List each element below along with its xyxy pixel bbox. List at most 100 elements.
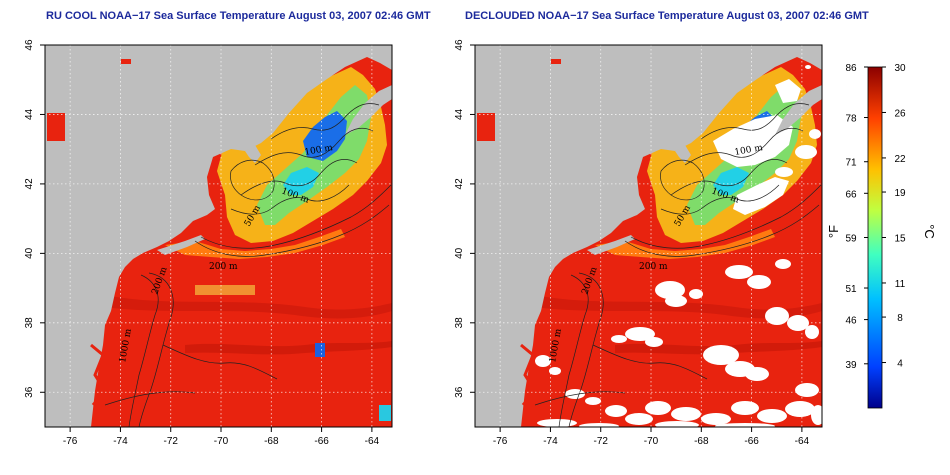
depth-contour: [254, 127, 374, 166]
latitude-tick-label: 44: [454, 108, 465, 120]
fahrenheit-tick-label: 39: [845, 360, 857, 371]
cloud-mask: [605, 405, 627, 417]
fahrenheit-tick-label: 51: [845, 284, 857, 295]
celsius-tick-label: 30: [894, 63, 906, 74]
land-mass: [775, 85, 822, 135]
cloud-mask: [733, 177, 789, 215]
colorbar-gradient: [867, 66, 883, 409]
cloud-mask: [809, 129, 821, 139]
right-map-title: DECLOUDED NOAA−17 Sea Surface Temperatur…: [465, 10, 869, 22]
land-mass: [675, 145, 691, 163]
longitude-tick-label: -68: [694, 436, 709, 447]
fahrenheit-tick-label: 71: [845, 158, 857, 169]
warm-eddy-band: [105, 295, 392, 319]
contour-label: 200 m: [639, 262, 668, 272]
cloud-mask: [579, 423, 619, 427]
fahrenheit-unit-label: °F: [826, 225, 841, 238]
longitude-tick-label: -74: [113, 436, 128, 447]
shelf-water: [595, 229, 775, 259]
temperature-colorbar: 30 26 22 19 15 11 8 4 86 78 71 66 59 51 46 39 °F °C: [826, 63, 937, 409]
cloud-mask: [625, 327, 655, 341]
cloud-mask: [671, 407, 701, 421]
cloud-mask: [537, 419, 577, 427]
fahrenheit-tick-label: 78: [845, 114, 857, 125]
latitude-tick-label: 40: [24, 247, 35, 259]
cloud-mask: [747, 275, 771, 289]
cloud-mask: [655, 281, 685, 299]
bay-inlet: [520, 343, 537, 406]
left-map-title: RU COOL NOAA−17 Sea Surface Temperature …: [46, 10, 431, 22]
celsius-tick-label: 4: [897, 359, 903, 370]
cloud-mask: [785, 401, 815, 417]
depth-contour: [230, 159, 275, 201]
latitude-tick-label: 42: [24, 178, 35, 190]
latitude-tick-label: 36: [24, 386, 35, 398]
depth-contour: [624, 204, 820, 257]
longitude-tick-label: -76: [493, 436, 508, 447]
cloud-mask: [775, 259, 791, 269]
latitude-tick-label: 36: [454, 386, 465, 398]
cloud-mask: [665, 295, 687, 307]
cold-pixel-cluster: [315, 343, 325, 357]
cloud-mask: [795, 383, 819, 397]
depth-contour: [138, 272, 174, 427]
latitude-tick-label: 44: [24, 108, 35, 120]
shelf-water: [165, 229, 345, 259]
longitude-tick-label: -72: [593, 436, 608, 447]
celsius-tick-label: 26: [894, 108, 906, 119]
contour-label: 100 m: [304, 143, 334, 158]
fahrenheit-tick-label: 59: [845, 234, 857, 245]
depth-contour: [240, 159, 358, 196]
celsius-tick-label: 19: [894, 188, 906, 199]
depth-contour: [684, 127, 804, 166]
depth-contour: [194, 204, 390, 257]
land-mass: [345, 85, 392, 135]
latitude-tick-label: 40: [454, 247, 465, 259]
cloud-mask: [689, 289, 703, 299]
cloud-mask: [585, 397, 601, 405]
longitude-tick-label: -66: [744, 436, 759, 447]
cloud-mask: [611, 335, 627, 343]
cloud-mask: [745, 367, 769, 381]
depth-contour: [592, 344, 708, 380]
cloud-mask: [625, 413, 653, 425]
cloud-mask: [565, 389, 585, 399]
longitude-tick-label: -72: [163, 436, 178, 447]
fahrenheit-tick-label: 66: [845, 189, 857, 200]
cloud-mask: [787, 315, 809, 331]
cloud-mask: [549, 367, 561, 375]
fahrenheit-tick-label: 86: [845, 63, 857, 74]
coldest-patch: [303, 111, 347, 161]
longitude-tick-label: -68: [264, 436, 279, 447]
latitude-tick-label: 46: [24, 39, 35, 51]
lake-patch: [47, 113, 65, 141]
cloud-mask: [775, 167, 793, 177]
cold-patch: [283, 167, 319, 195]
lake-patch: [551, 59, 561, 64]
cloud-mask: [731, 401, 759, 415]
depth-contour: [162, 344, 278, 380]
depth-contour: [660, 184, 780, 215]
cold-patch: [713, 167, 749, 195]
depth-contour: [700, 103, 810, 140]
depth-contour: [270, 103, 380, 140]
map-frame: [44, 44, 393, 428]
cloud-mask: [713, 115, 793, 167]
celsius-tick-label: 8: [897, 313, 903, 324]
cloud-mask: [805, 325, 819, 339]
contour-label: 100 m: [734, 143, 764, 158]
depth-contour: [558, 274, 589, 427]
cloud-mask: [645, 401, 671, 415]
depth-contour: [200, 184, 392, 249]
cloud-mask: [775, 79, 801, 103]
depth-contour: [128, 274, 159, 427]
celsius-tick-label: 15: [894, 234, 906, 245]
land-mass: [587, 235, 635, 255]
cold-pixel-cluster: [379, 405, 391, 421]
celsius-tick-label: 11: [895, 279, 906, 290]
longitude-tick-label: -74: [543, 436, 558, 447]
longitude-tick-label: -66: [314, 436, 329, 447]
cloud-mask: [701, 413, 731, 425]
